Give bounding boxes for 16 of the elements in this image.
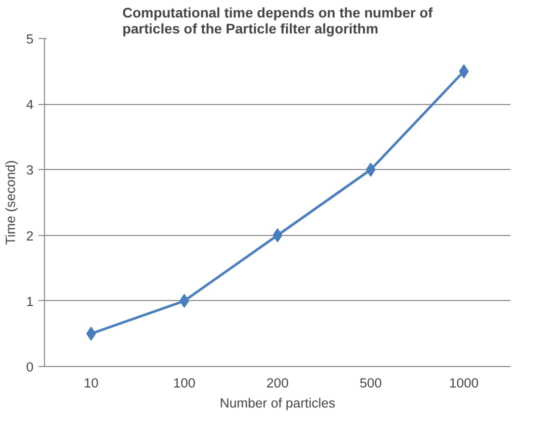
y-axis-title: Time (second) xyxy=(3,160,18,245)
x-tick-label: 100 xyxy=(173,376,196,390)
y-tick-label: 5 xyxy=(26,32,34,46)
y-tick-label: 3 xyxy=(26,162,34,178)
point xyxy=(366,162,376,177)
x-tick-label: 200 xyxy=(266,376,289,390)
x-tick-label: 10 xyxy=(84,376,99,390)
y-tick-label: 0 xyxy=(26,360,34,374)
y-tick-label: 4 xyxy=(26,97,34,112)
x-tick-label: 500 xyxy=(360,376,382,390)
y-tick-label: 1 xyxy=(26,294,34,309)
chart-title: Computational time depends on the number of particles of the Particle filter algorithm xyxy=(122,4,434,36)
point xyxy=(179,294,190,308)
x-tick-label: 1000 xyxy=(449,376,479,390)
x-axis-title: Number of particles xyxy=(220,396,336,410)
y-tick-label: 2 xyxy=(26,228,34,244)
